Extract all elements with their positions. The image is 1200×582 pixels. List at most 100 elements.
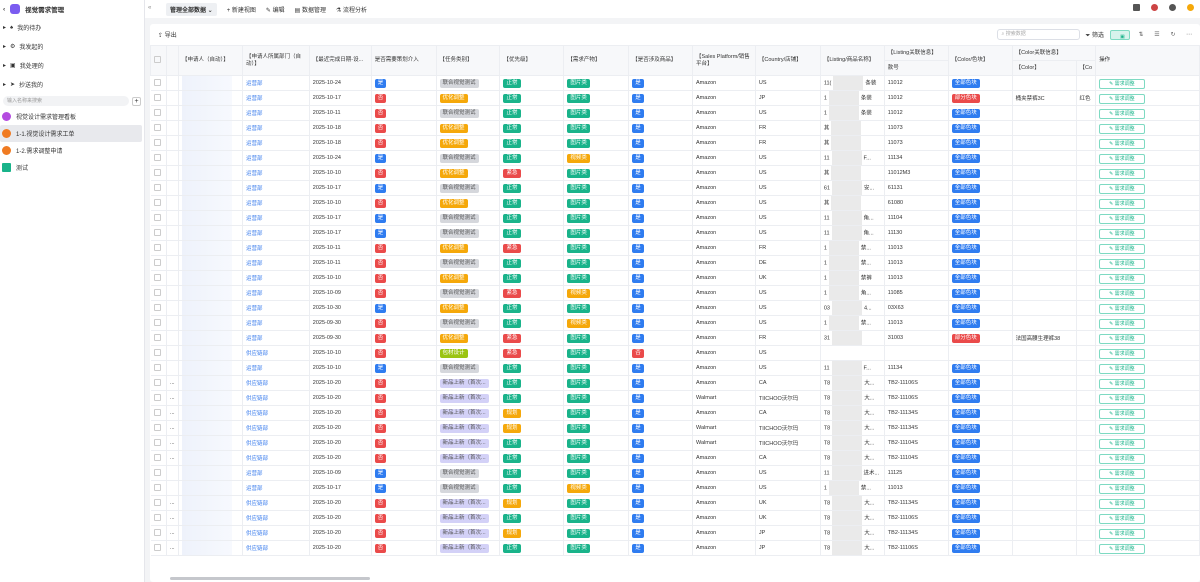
avatar[interactable] [1187,4,1194,11]
cell-listing[interactable]: T8 大... [820,390,885,406]
row-checkbox[interactable] [153,348,161,356]
applicant-text[interactable]: 运营部 [245,321,263,327]
cell-listing[interactable]: T8 大... [820,405,885,421]
applicant-text[interactable]: 运营部 [245,201,263,207]
applicant-text[interactable]: 供应链部 [245,441,268,447]
adjust-request-button[interactable]: ✎ 需求调整 [1099,528,1145,539]
applicant-text[interactable]: 运营部 [245,306,263,312]
table-row[interactable]: 运营部 2025-09-30 否 优化调整 紧急 图片类 是 Amazon FR 31 31003 部… [150,330,1200,346]
cell-listing[interactable]: T8 大... [820,435,885,451]
row-checkbox[interactable] [153,528,161,536]
cell-listing[interactable]: 1 禁裤 [820,270,885,286]
adjust-request-button[interactable]: ✎ 需求调整 [1099,378,1145,389]
cell-listing[interactable]: 11 F... [820,360,885,376]
table-row[interactable]: 运营部 2025-10-10 否 优化调整 紧急 图片类 是 Amazon US 其 11012M3… [150,165,1200,181]
row-checkbox[interactable] [153,138,161,146]
row-checkbox[interactable] [153,483,161,491]
view-selector[interactable]: 管理全部数据 ⌄ [166,2,217,16]
row-checkbox[interactable] [153,363,161,371]
nav-initiated[interactable]: ▸ ⚙ 我发起的 [0,37,144,56]
row-height-icon[interactable]: ▣ [1110,29,1130,40]
applicant-text[interactable]: 运营部 [245,486,263,492]
sidebar-item-test[interactable]: 测试 [0,159,144,176]
adjust-request-button[interactable]: ✎ 需求调整 [1099,438,1145,449]
cell-listing[interactable]: 11(条装 [820,75,885,91]
new-view-button[interactable]: + 新建视图 [226,7,256,14]
adjust-request-button[interactable]: ✎ 需求调整 [1099,183,1145,194]
sort-icon[interactable]: ⇅ [1138,31,1144,38]
cell-listing[interactable]: 11 角... [820,210,885,226]
cell-listing[interactable]: 11 F... [820,150,885,166]
cell-listing[interactable]: 其 [820,195,885,211]
col-task[interactable]: 【任务类别】 [435,45,501,76]
cell-listing[interactable] [820,345,885,361]
table-row[interactable]: 运营部 2025-10-30 是优化调整 正常 图片类是 Amazon US 03 4... 03… [150,300,1200,316]
table-row[interactable]: ... 供应链部 2025-10-20 否 新品上新（首次... 规划 图片类 是 Amazon… [150,405,1200,421]
adjust-request-button[interactable]: ✎ 需求调整 [1099,363,1145,374]
cell-listing[interactable]: T8 大... [820,510,885,526]
adjust-request-button[interactable]: ✎ 需求调整 [1099,303,1145,314]
adjust-request-button[interactable]: ✎ 需求调整 [1099,228,1145,239]
notification-icon[interactable] [1151,4,1158,11]
cell-listing[interactable]: T8 大... [820,540,885,556]
adjust-request-button[interactable]: ✎ 需求调整 [1099,288,1145,299]
adjust-request-button[interactable]: ✎ 需求调整 [1099,258,1145,269]
adjust-request-button[interactable]: ✎ 需求调整 [1099,468,1145,479]
row-checkbox[interactable] [153,93,161,101]
applicant-text[interactable]: 运营部 [245,216,263,222]
adjust-request-button[interactable]: ✎ 需求调整 [1099,78,1145,89]
applicant-text[interactable]: 运营部 [245,336,263,342]
col-listing-info[interactable]: 【Listing关联信息】 [883,45,949,61]
cell-listing[interactable]: T8 大... [820,450,885,466]
applicant-text[interactable]: 运营部 [245,186,263,192]
cell-listing[interactable]: 1 禁... [820,255,885,271]
row-checkbox[interactable] [153,318,161,326]
row-checkbox[interactable] [153,438,161,446]
cell-listing[interactable]: 1 条装 [820,105,885,121]
col-color2[interactable]: 【Co [1075,60,1097,76]
applicant-text[interactable]: 供应链部 [245,396,268,402]
col-platform[interactable]: 【Sales Platform/销售平台】 [692,45,756,76]
table-row[interactable]: ... 供应链部 2025-10-20 否 新品上新（首次... 正常 图片类 是 Walmar… [150,435,1200,451]
nav-cc[interactable]: ▸ ➤ 抄送我的 [0,75,144,94]
adjust-request-button[interactable]: ✎ 需求调整 [1099,393,1145,404]
applicant-text[interactable]: 供应链部 [245,456,268,462]
help-icon[interactable] [1169,4,1176,11]
export-button[interactable]: ⇪ 导出 [158,33,177,39]
applicant-text[interactable]: 运营部 [245,471,263,477]
cell-listing[interactable]: 1 条装 [820,90,885,106]
row-checkbox[interactable] [153,213,161,221]
adjust-request-button[interactable]: ✎ 需求调整 [1099,153,1145,164]
table-row[interactable]: 运营部 2025-10-17 是 联合视觉测试 正常 图片类 是 Amazon US 11 角...… [150,210,1200,226]
cell-listing[interactable]: 其 [820,165,885,181]
sidebar-item-board[interactable]: 视觉设计需求管理看板 [0,108,144,125]
table-row[interactable]: 供应链部 2025-10-10 否 包材设计 紧急 图片类 否 Amazon US ✎ 需求调整 [150,345,1200,361]
sidebar-item-adjust[interactable]: 1-2.需求调整申请 [0,142,144,159]
adjust-request-button[interactable]: ✎ 需求调整 [1099,138,1145,149]
cell-listing[interactable]: 其 [820,120,885,136]
col-date[interactable]: 【最近完成日期-设... [308,45,372,76]
applicant-text[interactable]: 运营部 [245,171,263,177]
applicant-text[interactable]: 运营部 [245,96,263,102]
table-row[interactable]: 运营部 2025-10-11 否联合视觉测试 正常 图片类是 Amazon DE 1 禁... 1… [150,255,1200,271]
row-checkbox[interactable] [153,468,161,476]
table-row[interactable]: ... 供应链部 2025-10-20 否 新品上新（首次... 规划 图片类 是 Amazon… [150,525,1200,541]
table-row[interactable]: 运营部 2025-10-18 否 优化调整 正常 图片类 是 Amazon FR 其 11073 全部… [150,135,1200,151]
adjust-request-button[interactable]: ✎ 需求调整 [1099,333,1145,344]
cell-listing[interactable]: 1 禁... [820,480,885,496]
row-checkbox[interactable] [153,108,161,116]
row-checkbox[interactable] [153,153,161,161]
adjust-request-button[interactable]: ✎ 需求调整 [1099,408,1145,419]
row-checkbox[interactable] [153,303,161,311]
cell-listing[interactable]: T8 大... [820,375,885,391]
table-row[interactable]: 运营部 2025-10-17 是联合视觉测试 正常 视频类是 Amazon US 1 禁... 1… [150,480,1200,496]
panel-icon[interactable] [1133,4,1140,11]
adjust-request-button[interactable]: ✎ 需求调整 [1099,318,1145,329]
more-icon[interactable]: ⋯ [1186,31,1192,38]
row-checkbox[interactable] [153,228,161,236]
applicant-text[interactable]: 运营部 [245,126,263,132]
table-row[interactable]: 运营部 2025-10-10 否 优化调整 正常 图片类 是 Amazon US 其 61080 全部… [150,195,1200,211]
cell-listing[interactable]: 11 进术... [820,465,885,481]
flow-analysis-button[interactable]: ⚗ 流程分析 [335,7,368,14]
data-manage-button[interactable]: ▤ 数据管理 [294,7,326,14]
